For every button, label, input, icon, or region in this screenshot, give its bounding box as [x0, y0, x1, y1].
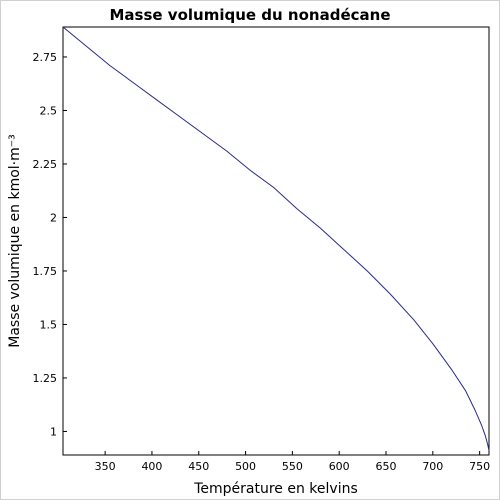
x-tick-label: 450 [188, 460, 209, 473]
x-tick-label: 700 [422, 460, 443, 473]
x-tick-label: 350 [95, 460, 116, 473]
y-tick-label: 2.25 [33, 158, 58, 171]
x-tick-label: 500 [235, 460, 256, 473]
x-tick-label: 750 [469, 460, 490, 473]
plot-area [62, 26, 490, 456]
series-line [62, 26, 490, 451]
y-tick-label: 2 [50, 211, 57, 224]
chart-title: Masse volumique du nonadécane [110, 6, 391, 24]
x-tick-label: 600 [329, 460, 350, 473]
series-layer [62, 26, 490, 451]
x-tick-label: 650 [376, 460, 397, 473]
y-tick-label: 2.5 [40, 104, 58, 117]
x-tick-label: 550 [282, 460, 303, 473]
y-tick-label: 1.75 [33, 265, 58, 278]
y-axis: 1 1.25 1.5 1.75 2 2.25 2.5 2.75 [33, 51, 67, 438]
y-tick-label: 1 [50, 425, 57, 438]
x-axis-label: Température en kelvins [193, 481, 358, 497]
y-axis-label: Masse volumique en kmol·m⁻³ [7, 134, 23, 348]
y-tick-label: 1.25 [33, 372, 58, 385]
y-tick-label: 2.75 [33, 51, 58, 64]
x-axis: 350 400 450 500 550 600 650 700 750 [95, 451, 490, 473]
y-tick-label: 1.5 [40, 318, 58, 331]
x-tick-label: 400 [141, 460, 162, 473]
